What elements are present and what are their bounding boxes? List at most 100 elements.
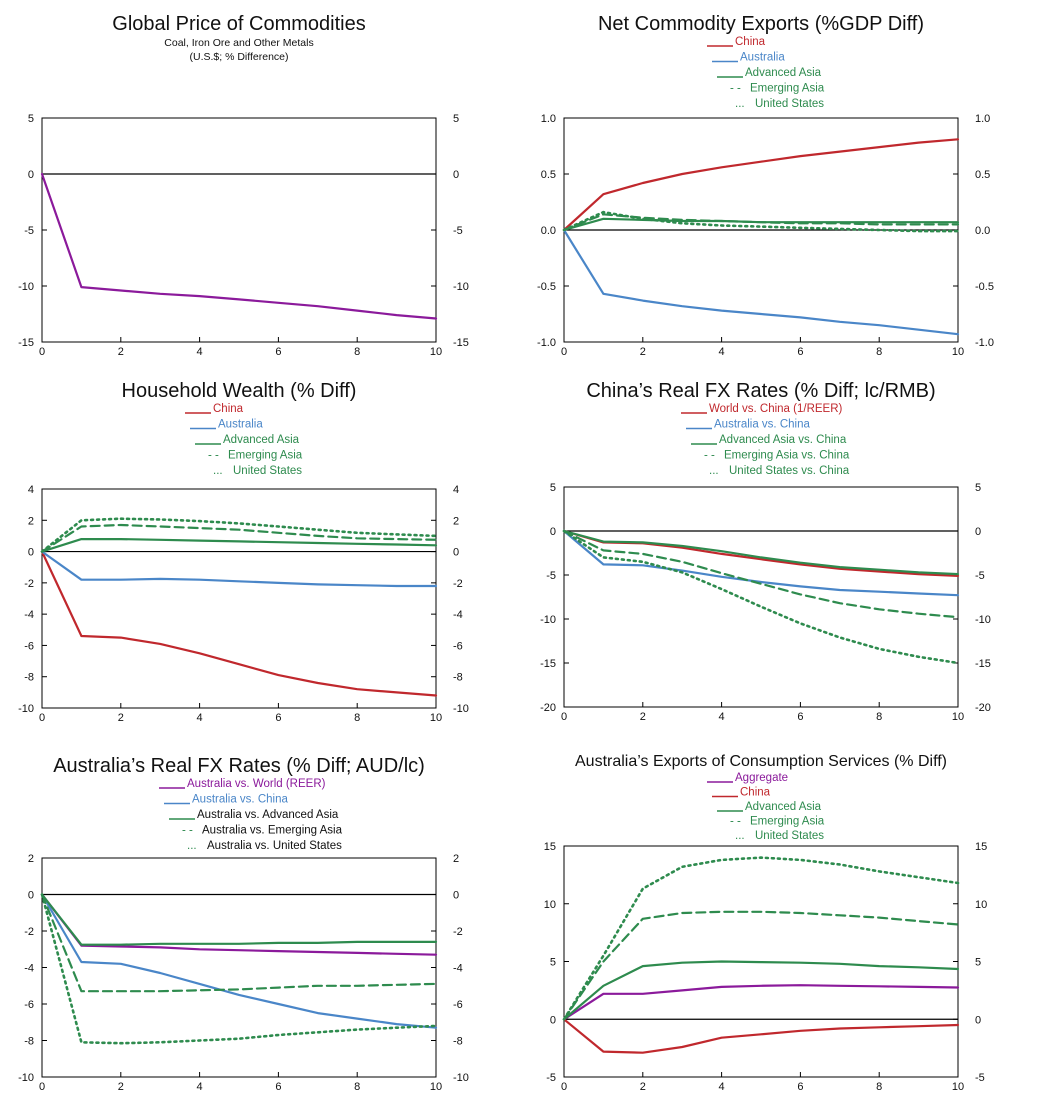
y-tick-label-left: 4 [28,484,34,496]
series-line-2 [562,228,960,336]
x-tick-label: 2 [118,346,124,358]
legend-entry: - - Emerging Asia [208,450,303,462]
y-tick-label-left: -15 [540,658,556,670]
legend-swatch: ... [213,465,223,477]
y-tick-label-left: -15 [18,337,34,349]
plot-frame [41,857,437,1078]
x-tick-label: 10 [430,712,442,724]
series-line-1 [562,984,960,1021]
legend-label: Advanced Asia [745,67,822,79]
legend-label: China [740,787,771,799]
y-tick-label-right: 0 [453,169,459,181]
legend-swatch: - - [704,450,715,462]
y-tick-label-right: 4 [453,484,459,496]
x-tick-label: 4 [197,712,203,724]
y-tick-label-right: -2 [453,926,463,938]
y-tick-label-right: 0.0 [975,225,990,237]
x-tick-label: 4 [719,346,725,358]
x-tick-label: 8 [354,1081,360,1093]
legend-swatch: - - [730,816,741,828]
x-tick-label: 4 [719,711,725,723]
legend-entry: China [712,787,771,799]
legend-label: Australia [218,419,263,431]
x-tick-label: 10 [952,346,964,358]
chart-panel-6: Australia’s Exports of Consumption Servi… [522,730,1044,1095]
legend-entry: ... United States vs. China [709,465,850,477]
x-tick-label: 4 [197,1081,203,1093]
y-tick-label-right: 15 [975,841,987,853]
x-tick-label: 0 [561,711,567,723]
y-tick-label-right: -10 [453,1072,469,1084]
y-tick-label-left: -10 [18,703,34,715]
y-tick-label-left: 0.0 [541,225,556,237]
x-tick-label: 0 [39,346,45,358]
series-line-5 [562,529,960,665]
legend-entry: ... United States [735,830,824,842]
y-tick-label-left: 5 [550,482,556,494]
series-line-5 [562,210,960,233]
legend-entry: Australia vs. China [164,794,288,806]
y-tick-label-left: -4 [24,963,34,975]
chart-subtitle: Coal, Iron Ore and Other Metals [164,37,313,49]
y-tick-label-left: 2 [28,515,34,527]
legend-entry: Australia [712,52,785,64]
series-line-2 [562,529,960,597]
y-tick-label-right: 1.0 [975,113,990,125]
legend-label: Australia [740,52,785,64]
legend-entry: ... Australia vs. United States [187,840,342,852]
legend-label: Australia vs. World (REER) [187,778,326,790]
y-tick-label-right: -2 [453,578,463,590]
y-tick-label-right: -15 [453,337,469,349]
y-tick-label-right: -0.5 [975,281,994,293]
x-tick-label: 10 [430,346,442,358]
legend-entry: Advanced Asia [195,434,300,446]
y-tick-label-right: -15 [975,658,991,670]
y-tick-label-right: 2 [453,853,459,865]
legend-label: Australia vs. United States [207,840,342,852]
legend-entry: Australia [190,419,263,431]
x-tick-label: 8 [876,711,882,723]
x-tick-label: 8 [354,712,360,724]
x-tick-label: 2 [118,712,124,724]
legend-entry: Australia vs. Advanced Asia [169,809,339,821]
series-line-2 [562,1018,960,1054]
y-tick-label-right: 0 [975,526,981,538]
legend-label: United States vs. China [729,465,850,477]
legend-label: United States [233,465,302,477]
x-tick-label: 10 [952,711,964,723]
legend-label: Emerging Asia [750,816,825,828]
y-tick-label-left: 2 [28,853,34,865]
legend-entry: - - Australia vs. Emerging Asia [182,825,343,837]
legend-entry: - - Emerging Asia [730,816,825,828]
y-tick-label-right: -10 [453,281,469,293]
chart-panel-4: China’s Real FX Rates (% Diff; lc/RMB) Wo… [522,365,1044,730]
chart-title: China’s Real FX Rates (% Diff; lc/RMB) [586,380,935,402]
y-tick-label-right: 0 [453,890,459,902]
legend-entry: Aggregate [707,772,788,784]
x-tick-label: 0 [39,712,45,724]
legend-entry: Advanced Asia vs. China [691,434,847,446]
series-line-3 [40,893,438,946]
y-tick-label-left: 0.5 [541,169,556,181]
legend-entry: - - Emerging Asia [730,83,825,95]
legend-label: China [213,403,244,415]
x-tick-label: 6 [797,346,803,358]
x-tick-label: 8 [876,1081,882,1093]
series-line-2 [40,893,438,1029]
series-line-4 [40,523,438,553]
series-line-3 [562,529,960,576]
x-tick-label: 10 [952,1081,964,1093]
series-line-1 [562,529,960,577]
chart-panel-3: Household Wealth (% Diff) China Australia A… [0,365,522,730]
series-line-3 [40,538,438,553]
plot-frame [41,117,437,343]
legend-label: World vs. China (1/REER) [709,403,843,415]
legend-entry: China [707,36,766,48]
legend-entry: Australia vs. China [686,419,810,431]
y-tick-label-right: -5 [975,570,985,582]
legend-swatch: ... [735,98,745,110]
legend-swatch: - - [730,83,741,95]
y-tick-label-right: 0.5 [975,169,990,181]
legend-entry: ... United States [213,465,302,477]
x-tick-label: 4 [197,346,203,358]
